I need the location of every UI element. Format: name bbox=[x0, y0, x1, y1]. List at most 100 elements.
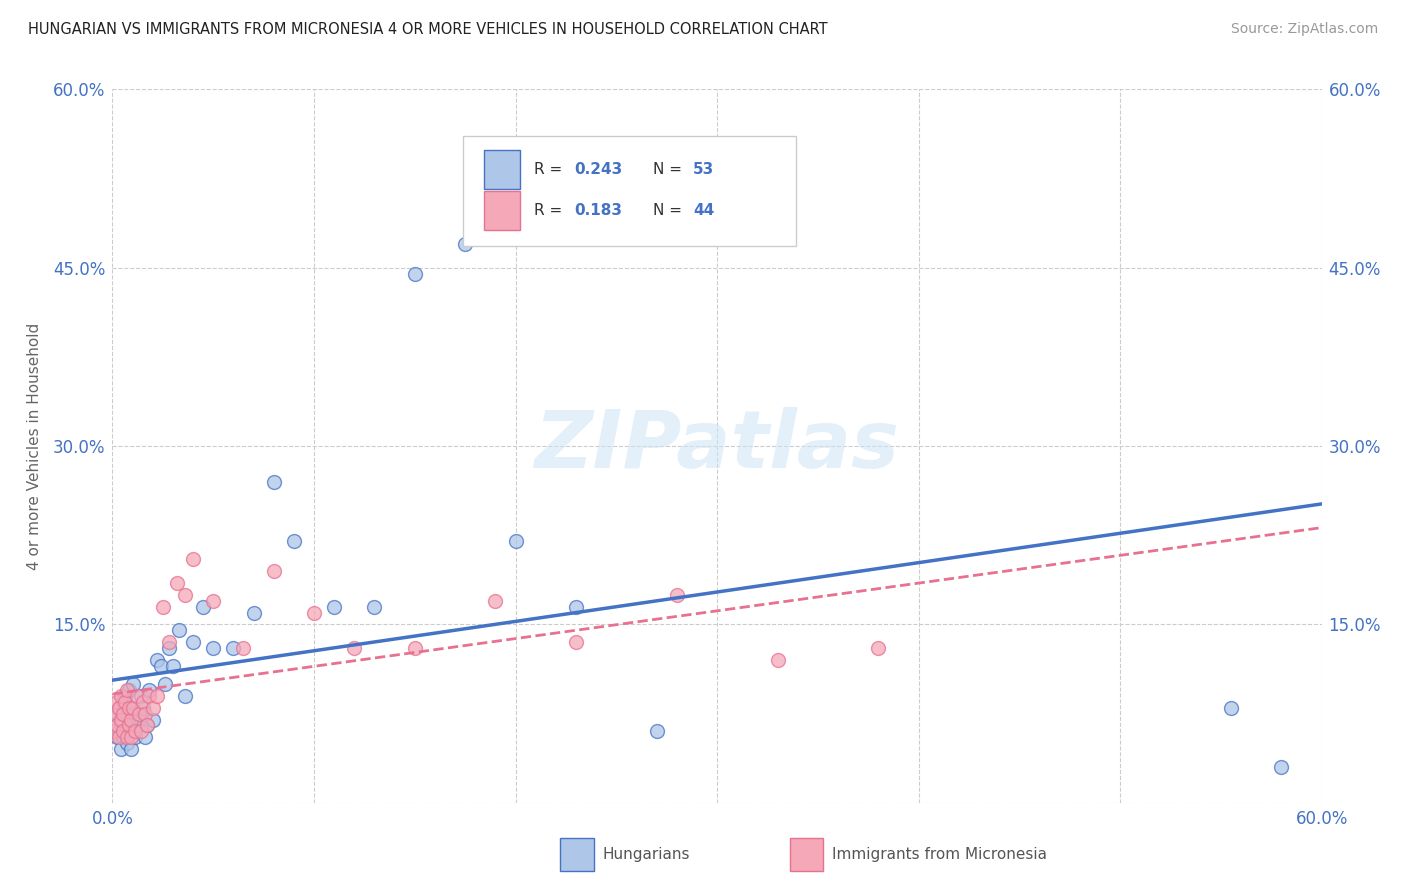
FancyBboxPatch shape bbox=[484, 191, 520, 230]
Point bbox=[110, 742, 132, 756]
Point bbox=[120, 713, 142, 727]
Point bbox=[132, 695, 155, 709]
Point bbox=[111, 731, 134, 745]
Point bbox=[107, 700, 129, 714]
Point bbox=[162, 659, 184, 673]
Point bbox=[191, 599, 214, 614]
Point bbox=[323, 599, 346, 614]
Point bbox=[114, 689, 136, 703]
Point bbox=[115, 731, 138, 745]
Point bbox=[166, 575, 188, 590]
Text: Immigrants from Micronesia: Immigrants from Micronesia bbox=[832, 847, 1047, 863]
Point bbox=[404, 267, 426, 281]
Point bbox=[107, 731, 129, 745]
Point bbox=[263, 475, 285, 489]
Point bbox=[121, 700, 143, 714]
Point bbox=[110, 713, 132, 727]
Point bbox=[343, 641, 366, 656]
Point bbox=[103, 706, 125, 721]
Text: ZIPatlas: ZIPatlas bbox=[534, 407, 900, 485]
Point bbox=[142, 700, 165, 714]
Point bbox=[110, 713, 132, 727]
Point bbox=[363, 599, 385, 614]
Point bbox=[120, 700, 142, 714]
Point bbox=[404, 641, 426, 656]
Point bbox=[120, 742, 142, 756]
Point bbox=[157, 635, 180, 649]
FancyBboxPatch shape bbox=[484, 150, 520, 189]
Point bbox=[202, 641, 225, 656]
Point bbox=[484, 593, 506, 607]
Point bbox=[181, 552, 204, 566]
Text: 0.243: 0.243 bbox=[575, 162, 623, 177]
Point bbox=[115, 736, 138, 750]
Text: 44: 44 bbox=[693, 202, 714, 218]
Point bbox=[167, 624, 190, 638]
Point bbox=[117, 718, 139, 732]
Point bbox=[124, 724, 146, 739]
Point bbox=[138, 689, 160, 703]
Point bbox=[105, 718, 128, 732]
Point bbox=[107, 700, 129, 714]
Point bbox=[174, 689, 197, 703]
Point bbox=[125, 689, 148, 703]
Text: Source: ZipAtlas.com: Source: ZipAtlas.com bbox=[1230, 22, 1378, 37]
Point bbox=[103, 724, 125, 739]
Point bbox=[149, 659, 172, 673]
Point bbox=[105, 695, 128, 709]
Text: HUNGARIAN VS IMMIGRANTS FROM MICRONESIA 4 OR MORE VEHICLES IN HOUSEHOLD CORRELAT: HUNGARIAN VS IMMIGRANTS FROM MICRONESIA … bbox=[28, 22, 828, 37]
FancyBboxPatch shape bbox=[790, 838, 824, 871]
Point bbox=[124, 731, 146, 745]
Point bbox=[111, 724, 134, 739]
Point bbox=[105, 731, 128, 745]
Point bbox=[107, 724, 129, 739]
Point bbox=[129, 689, 152, 703]
Point bbox=[111, 706, 134, 721]
Point bbox=[665, 588, 688, 602]
Point bbox=[766, 653, 789, 667]
Point bbox=[115, 682, 138, 697]
Point bbox=[111, 695, 134, 709]
Point bbox=[232, 641, 254, 656]
Point bbox=[1220, 700, 1243, 714]
Point bbox=[142, 713, 165, 727]
Point bbox=[103, 718, 125, 732]
Point bbox=[128, 713, 150, 727]
Point bbox=[153, 677, 176, 691]
Point bbox=[135, 718, 157, 732]
Point bbox=[725, 201, 748, 215]
Point bbox=[565, 635, 588, 649]
Point bbox=[454, 236, 477, 251]
Point bbox=[129, 724, 152, 739]
Point bbox=[125, 718, 148, 732]
Text: 0.183: 0.183 bbox=[575, 202, 623, 218]
Point bbox=[134, 706, 156, 721]
Point bbox=[565, 599, 588, 614]
Point bbox=[263, 564, 285, 578]
Text: R =: R = bbox=[534, 162, 568, 177]
Point bbox=[120, 731, 142, 745]
Point bbox=[1270, 760, 1292, 774]
Point bbox=[152, 599, 174, 614]
Point bbox=[157, 641, 180, 656]
Text: R =: R = bbox=[534, 202, 568, 218]
Point bbox=[138, 682, 160, 697]
Point bbox=[242, 606, 264, 620]
FancyBboxPatch shape bbox=[560, 838, 593, 871]
Text: N =: N = bbox=[652, 202, 688, 218]
Point bbox=[110, 689, 132, 703]
Point bbox=[174, 588, 197, 602]
Point bbox=[868, 641, 890, 656]
Point bbox=[135, 718, 157, 732]
Point bbox=[283, 534, 305, 549]
FancyBboxPatch shape bbox=[463, 136, 796, 246]
Point bbox=[117, 718, 139, 732]
Text: N =: N = bbox=[652, 162, 688, 177]
Point bbox=[128, 706, 150, 721]
Point bbox=[121, 677, 143, 691]
Point bbox=[114, 695, 136, 709]
Text: 53: 53 bbox=[693, 162, 714, 177]
Text: Hungarians: Hungarians bbox=[602, 847, 690, 863]
Point bbox=[105, 706, 128, 721]
Y-axis label: 4 or more Vehicles in Household: 4 or more Vehicles in Household bbox=[27, 322, 42, 570]
